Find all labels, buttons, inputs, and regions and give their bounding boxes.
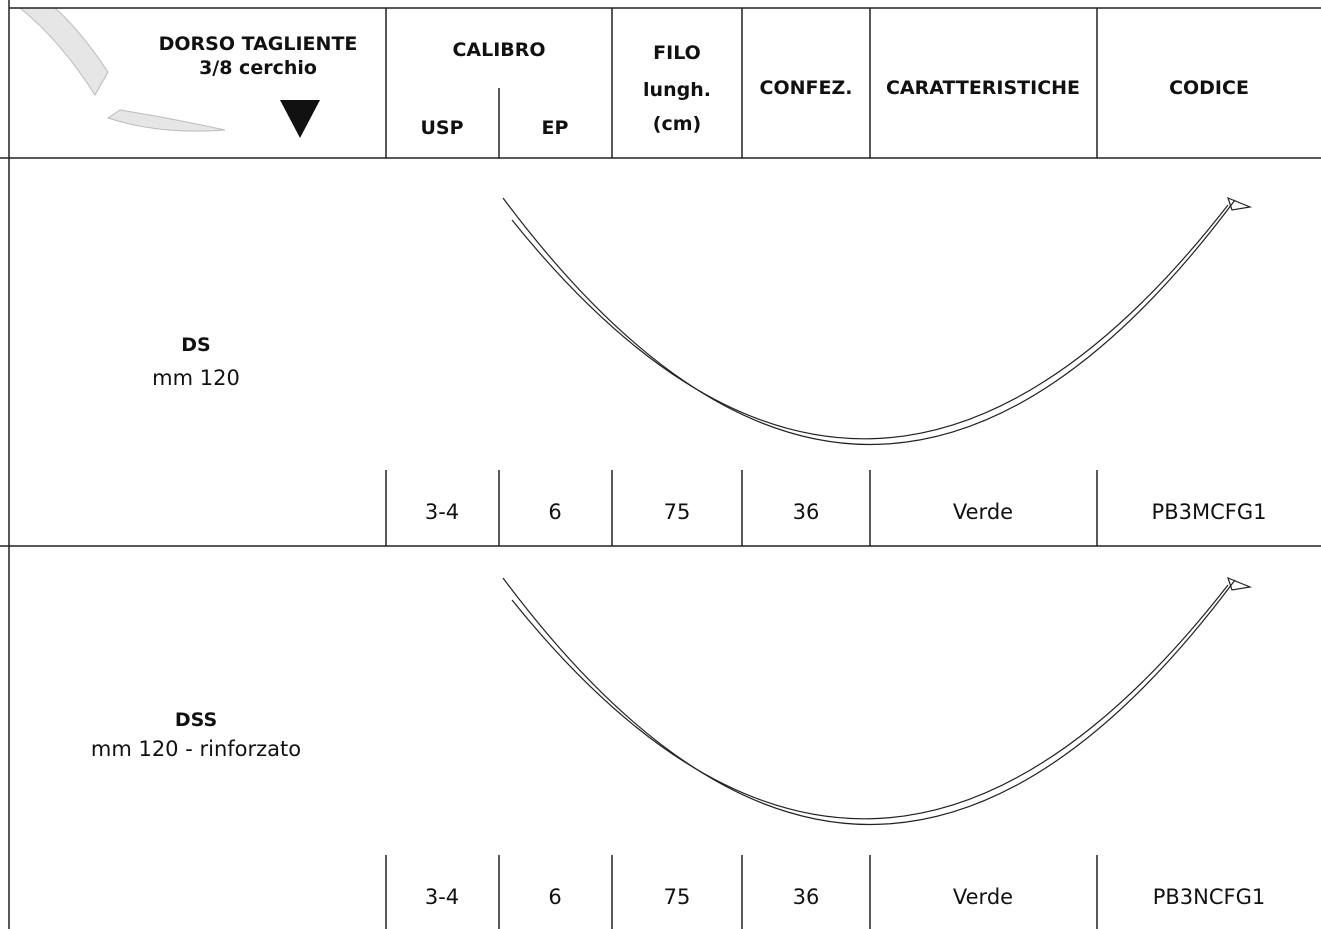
cell: 36 xyxy=(793,500,820,524)
header-needle: 3/8 cerchio xyxy=(199,57,317,79)
cell: 3-4 xyxy=(425,885,459,909)
needle-icon xyxy=(18,7,320,138)
header-filo: FILO xyxy=(653,42,701,64)
header-needle: DORSO TAGLIENTE xyxy=(159,33,358,55)
cell: 75 xyxy=(664,885,691,909)
header-codice: CODICE xyxy=(1169,77,1249,99)
row-name: DSS xyxy=(175,709,217,731)
cell: 75 xyxy=(664,500,691,524)
header-calibro: CALIBRO xyxy=(452,39,545,61)
needle-drawing xyxy=(502,576,1253,825)
cell: 36 xyxy=(793,885,820,909)
triangle-marker xyxy=(280,100,320,138)
cell: PB3MCFG1 xyxy=(1152,500,1267,524)
cells: 3-4 6 75 36 Verde PB3MCFG1 3-4 6 75 36 Verde PB3NCF… xyxy=(425,500,1267,909)
cell: Verde xyxy=(953,500,1013,524)
header-confez: CONFEZ. xyxy=(760,77,853,99)
cell: 3-4 xyxy=(425,500,459,524)
header-usp: USP xyxy=(420,117,463,139)
cell: 6 xyxy=(548,500,561,524)
row-name: DS xyxy=(181,334,210,356)
cell: 6 xyxy=(548,885,561,909)
header-ep: EP xyxy=(542,117,569,139)
row-size: mm 120 xyxy=(152,366,240,390)
cell: Verde xyxy=(953,885,1013,909)
cell: PB3NCFG1 xyxy=(1153,885,1266,909)
header-filo: (cm) xyxy=(653,113,701,135)
header-caratteristiche: CARATTERISTICHE xyxy=(886,77,1080,99)
header-filo: lungh. xyxy=(643,79,711,101)
needle-drawing xyxy=(502,196,1253,445)
row-size: mm 120 - rinforzato xyxy=(91,737,301,761)
